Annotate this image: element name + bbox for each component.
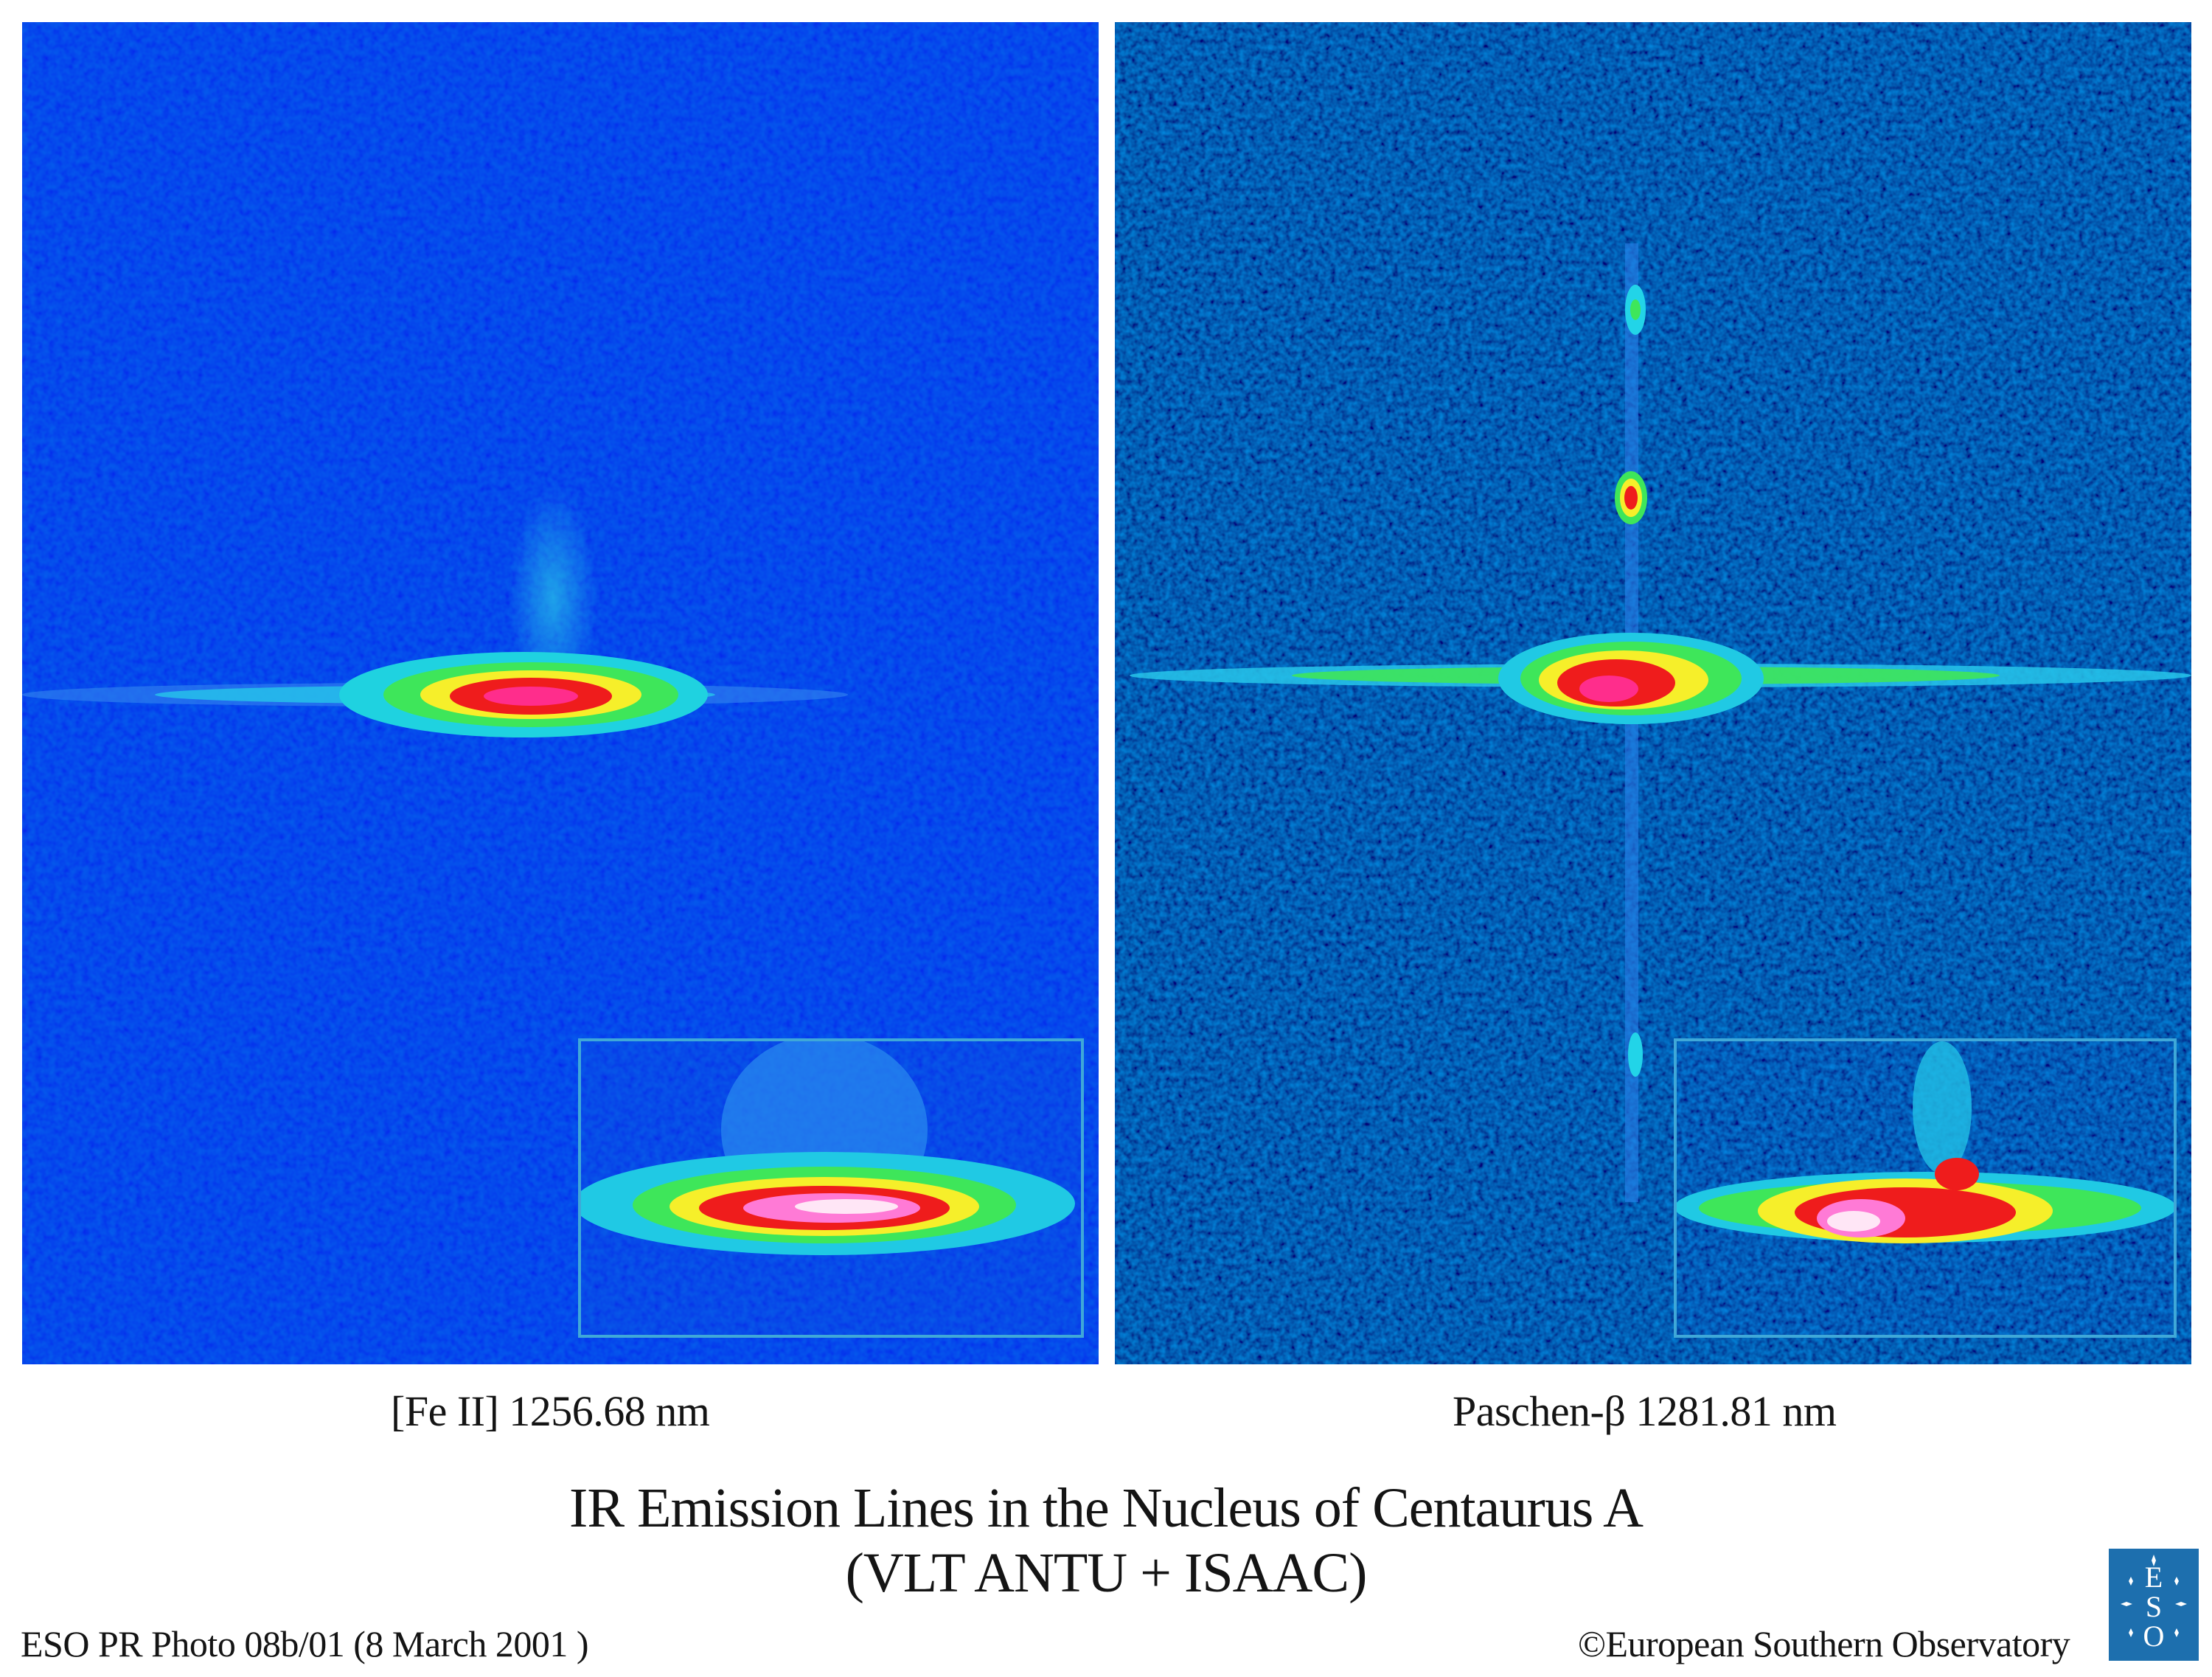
figure-subtitle: (VLT ANTU + ISAAC) xyxy=(845,1542,1368,1604)
paschen-beta-zoom-inset xyxy=(1674,1038,2177,1338)
svg-text:S: S xyxy=(2146,1590,2162,1623)
eso-logo-icon: E S O xyxy=(2109,1549,2199,1661)
paschen-beta-image-panel xyxy=(1115,22,2191,1364)
fe-ii-image-panel xyxy=(22,22,1099,1364)
fe-ii-emission-image xyxy=(22,22,1099,1364)
paschen-beta-caption: Paschen-β 1281.81 nm xyxy=(1453,1387,1837,1435)
copyright-label: ©European Southern Observatory xyxy=(1578,1623,2070,1664)
fe-ii-caption: [Fe II] 1256.68 nm xyxy=(391,1387,710,1435)
figure-title: IR Emission Lines in the Nucleus of Cent… xyxy=(569,1477,1644,1539)
paschen-beta-inset-image xyxy=(1677,1041,2174,1335)
photo-id-label: ESO PR Photo 08b/01 (8 March 2001 ) xyxy=(21,1623,589,1664)
fe-ii-inset-image xyxy=(581,1041,1081,1335)
eso-logo: E S O xyxy=(2109,1549,2199,1661)
fe-ii-zoom-inset xyxy=(578,1038,1084,1338)
svg-text:O: O xyxy=(2143,1619,2165,1653)
